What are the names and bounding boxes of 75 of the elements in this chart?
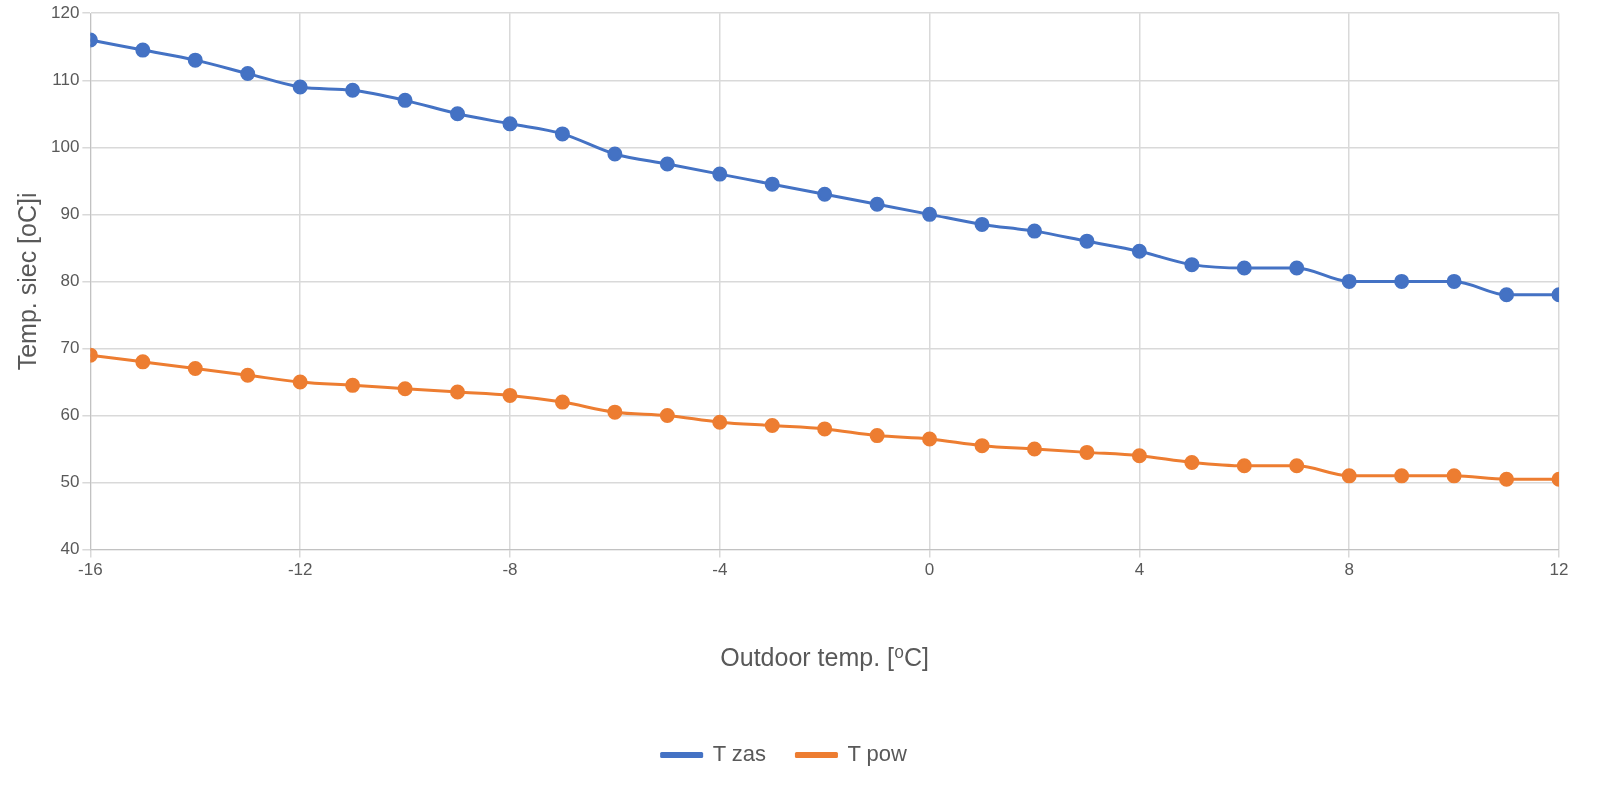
point <box>817 421 833 437</box>
point <box>922 206 938 222</box>
point <box>764 418 780 434</box>
point <box>450 106 466 122</box>
point <box>764 176 780 192</box>
point <box>607 146 623 162</box>
point <box>1446 468 1462 484</box>
x-tick-label: -12 <box>287 560 313 580</box>
point <box>187 52 203 68</box>
point <box>1341 468 1357 484</box>
point <box>974 438 990 454</box>
point <box>1341 273 1357 289</box>
point <box>1184 257 1200 273</box>
y-tick-label: 40 <box>60 539 80 559</box>
y-tick-label: 90 <box>60 204 80 224</box>
point <box>712 166 728 182</box>
point <box>135 42 151 58</box>
point <box>1236 458 1252 474</box>
point <box>1289 458 1305 474</box>
point <box>292 79 308 95</box>
point <box>659 408 675 423</box>
point <box>869 196 885 212</box>
point <box>817 186 833 202</box>
point <box>1394 468 1410 484</box>
x-tick-label: 12 <box>1549 560 1569 580</box>
y-tick-label: 60 <box>60 405 80 425</box>
y-tick-label: 50 <box>60 472 80 492</box>
x-tick-label: 8 <box>1344 560 1354 580</box>
x-tick-label: 4 <box>1134 560 1145 580</box>
point <box>1131 243 1147 259</box>
point <box>1499 471 1515 487</box>
x-tick-label: -4 <box>712 560 728 580</box>
point <box>1394 273 1410 289</box>
point <box>397 92 413 108</box>
point <box>345 377 361 393</box>
point <box>607 404 623 420</box>
point <box>1236 260 1252 276</box>
y-tick-label: 120 <box>50 2 80 22</box>
point <box>135 354 151 370</box>
point <box>1131 448 1147 464</box>
point <box>240 66 256 82</box>
point <box>292 374 308 390</box>
y-axis-title: Temp. siec [oC]i <box>12 192 41 371</box>
point <box>502 387 518 403</box>
point <box>1446 273 1462 289</box>
y-tick-label: 80 <box>60 271 80 291</box>
point <box>1184 454 1200 470</box>
point <box>450 384 466 400</box>
point <box>554 394 570 410</box>
y-tick-label: 100 <box>50 136 80 156</box>
point <box>397 381 413 397</box>
legend-label: T zas <box>712 741 767 767</box>
point <box>187 361 203 377</box>
point <box>1499 287 1515 303</box>
point <box>1289 260 1305 276</box>
legend-label: T pow <box>847 741 908 767</box>
x-tick-label: -8 <box>502 560 518 580</box>
point <box>1079 444 1095 460</box>
point <box>712 414 728 430</box>
point <box>240 367 256 383</box>
x-tick-label: 0 <box>924 560 935 580</box>
point <box>554 126 570 142</box>
point <box>1079 233 1095 249</box>
point <box>1026 223 1042 239</box>
x-tick-label: -16 <box>78 560 103 580</box>
x-axis-title: Outdoor temp. [⁰C] <box>720 642 930 671</box>
point <box>1026 441 1042 457</box>
point <box>659 156 675 172</box>
y-tick-label: 70 <box>60 338 80 358</box>
y-tick-label: 110 <box>52 69 80 89</box>
point <box>869 428 885 444</box>
point <box>502 116 518 132</box>
point <box>922 431 938 447</box>
point <box>345 82 361 98</box>
point <box>974 216 990 232</box>
